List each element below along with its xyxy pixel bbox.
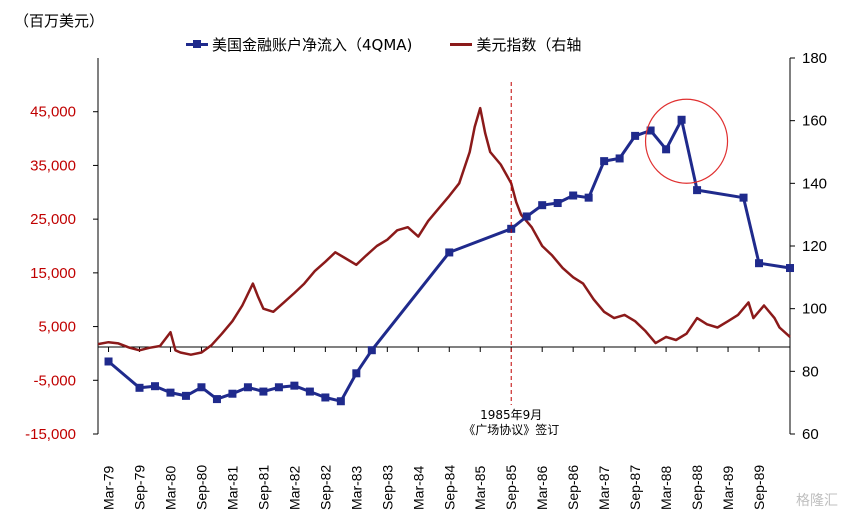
left-tick-label: 35,000	[30, 157, 76, 174]
highlight-circle	[644, 98, 729, 184]
watermark-text: 格隆汇	[796, 493, 838, 509]
x-tick-label: Mar-85	[472, 465, 488, 510]
flow-data-point	[522, 212, 531, 221]
x-tick-label: Sep-80	[193, 465, 209, 510]
annotation-line-1: 1985年9月	[480, 408, 542, 422]
flow-data-point	[135, 383, 144, 392]
right-tick-label: 160	[802, 113, 827, 130]
left-tick-label: 15,000	[30, 265, 76, 282]
left-axis-unit-label: （百万美元）	[14, 12, 105, 30]
x-tick-label: Mar-86	[534, 465, 550, 510]
x-tick-label: Mar-79	[101, 465, 117, 510]
flow-data-point	[367, 346, 376, 355]
legend-item-flow: 美国金融账户净流入（4QMA)	[186, 34, 412, 55]
flow-data-point	[553, 199, 562, 208]
right-tick-label: 140	[802, 175, 827, 192]
x-tick-label: Sep-89	[751, 465, 767, 510]
legend-swatch-flow	[186, 40, 208, 48]
flow-data-point	[166, 388, 175, 397]
x-tick-label: Mar-89	[720, 465, 736, 510]
x-tick-label: Mar-80	[162, 465, 178, 510]
flow-data-point	[305, 387, 314, 396]
flow-data-point	[600, 157, 609, 166]
x-tick-label: Mar-82	[286, 465, 302, 510]
flow-data-point	[445, 248, 454, 257]
x-tick-label: Mar-83	[348, 465, 364, 510]
flow-data-point	[259, 387, 268, 396]
x-tick-label: Sep-86	[565, 465, 581, 510]
annotation-line-2: 《广场协议》签订	[463, 422, 559, 437]
left-tick-label: -15,000	[25, 426, 76, 443]
right-tick-label: 180	[802, 50, 827, 67]
flow-data-point	[243, 383, 252, 392]
right-tick-label: 100	[802, 301, 827, 318]
flow-data-point	[181, 391, 190, 400]
x-tick-label: Mar-84	[410, 465, 426, 510]
series-line-dxy	[97, 106, 791, 356]
x-tick-label: Sep-85	[503, 465, 519, 510]
x-tick-label: Sep-82	[317, 465, 333, 510]
series-line-flow	[107, 118, 791, 403]
x-tick-label: Sep-79	[132, 465, 148, 510]
flow-data-point	[352, 369, 361, 378]
left-tick-label: 45,000	[30, 104, 76, 121]
flow-data-point	[662, 145, 671, 154]
flow-data-point	[693, 186, 702, 195]
x-tick-label: Sep-87	[627, 465, 643, 510]
flow-data-point	[755, 259, 764, 268]
x-tick-label: Mar-81	[224, 465, 240, 510]
x-tick-label: Sep-84	[441, 465, 457, 510]
flow-data-point	[786, 264, 794, 273]
right-tick-label: 80	[802, 363, 819, 380]
flow-data-point	[538, 201, 547, 210]
flow-data-point	[615, 154, 624, 163]
chart-legend: 美国金融账户净流入（4QMA) 美元指数（右轴	[186, 34, 619, 55]
right-tick-label: 60	[802, 426, 819, 443]
x-tick-label: Mar-87	[596, 465, 612, 510]
right-tick-label: 120	[802, 238, 827, 255]
flow-data-point	[584, 193, 593, 202]
flow-data-point	[197, 383, 206, 392]
flow-data-point	[646, 126, 655, 135]
x-tick-label: Sep-88	[689, 465, 705, 510]
x-tick-label: Sep-81	[255, 465, 271, 510]
flow-data-point	[739, 193, 748, 202]
flow-data-point	[212, 395, 221, 404]
x-tick-label: Sep-83	[379, 465, 395, 510]
flow-data-point	[104, 357, 113, 366]
flow-data-point	[321, 393, 330, 402]
flow-data-point	[336, 397, 345, 406]
flow-data-point	[677, 115, 686, 124]
left-tick-label: 25,000	[30, 211, 76, 228]
left-tick-label: -5,000	[33, 372, 76, 389]
flow-data-point	[631, 131, 640, 140]
legend-marker-flow	[193, 40, 201, 48]
flow-data-point	[150, 382, 159, 391]
flow-data-point	[274, 383, 283, 392]
flow-data-point	[569, 191, 578, 200]
x-tick-label: Mar-88	[658, 465, 674, 510]
left-tick-label: 5,000	[38, 319, 76, 336]
legend-label-dxy: 美元指数（右轴	[476, 36, 582, 54]
legend-swatch-dxy	[450, 43, 473, 46]
legend-label-flow: 美国金融账户净流入（4QMA)	[212, 36, 413, 54]
flow-data-point	[228, 389, 237, 398]
legend-item-dxy: 美元指数（右轴	[450, 34, 581, 55]
flow-data-point	[290, 381, 299, 390]
flow-data-point	[507, 224, 516, 233]
